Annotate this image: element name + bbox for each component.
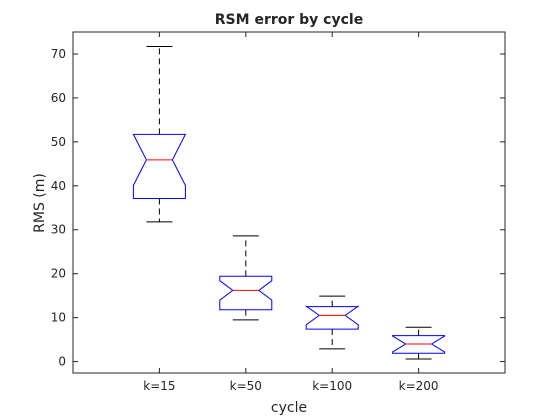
y-axis-label: RMS (m) [32, 173, 48, 233]
y-tick-label: 40 [51, 179, 66, 193]
y-tick-label: 60 [51, 91, 66, 105]
x-tick-label: k=50 [230, 379, 262, 393]
axes-frame [72, 31, 506, 374]
notched-box [392, 335, 446, 354]
x-tick-label: k=200 [399, 379, 439, 393]
y-tick-label: 0 [58, 355, 66, 369]
y-tick-label: 10 [51, 311, 66, 325]
plot-area: 0 10 20 30 40 50 60 70 k=15 k=50 k=100 k=200 [51, 31, 506, 393]
y-tick-label: 20 [51, 267, 66, 281]
x-axis-label: cycle [271, 400, 307, 416]
chart-title: RSM error by cycle [215, 12, 363, 28]
notched-box [305, 305, 359, 330]
x-tick-label: k=15 [143, 379, 175, 393]
y-tick-label: 30 [51, 223, 66, 237]
notched-box [132, 133, 187, 199]
y-tick-label: 70 [51, 47, 66, 61]
y-tick-label: 50 [51, 135, 66, 149]
notched-box [219, 275, 273, 311]
x-tick-label: k=100 [312, 379, 352, 393]
